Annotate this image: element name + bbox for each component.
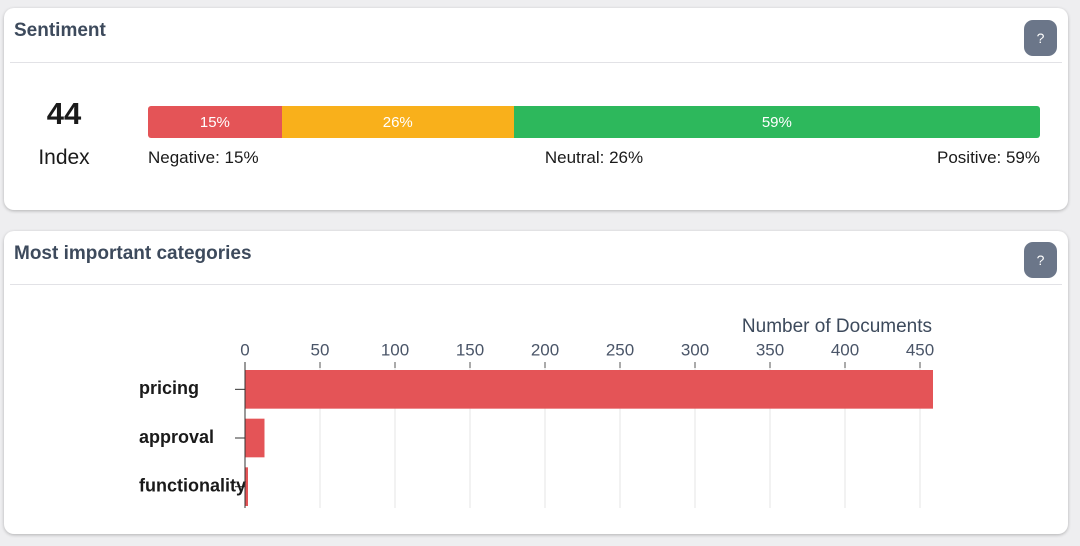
sentiment-segment: 59% (513, 106, 1040, 138)
legend-label: Positive: 59% (937, 148, 1040, 167)
sentiment-bar: 15% 26% 59% (148, 106, 1040, 138)
x-tick-label: 450 (906, 340, 934, 359)
y-tick-label: functionality (139, 475, 246, 495)
card-title: Sentiment (14, 20, 106, 41)
x-tick-label: 50 (311, 340, 330, 359)
y-tick-label: pricing (139, 378, 199, 398)
bar (245, 418, 265, 458)
x-axis-title: Number of Documents (742, 316, 932, 337)
x-tick-label: 300 (681, 340, 709, 359)
index-label: Index (38, 146, 90, 169)
index-value: 44 (46, 96, 82, 131)
x-tick-label: 400 (831, 340, 859, 359)
divider (10, 284, 1062, 285)
divider (10, 62, 1062, 63)
legend-label: Negative: 15% (148, 148, 259, 167)
bar (245, 370, 933, 409)
categories-card: Most important categories ? Number of Do… (4, 231, 1068, 534)
sentiment-segment: 15% (148, 106, 282, 138)
card-title: Most important categories (14, 243, 252, 264)
sentiment-card: Sentiment ? 44 Index 15% 26% 59% Negative:… (4, 8, 1068, 210)
y-tick-label: approval (139, 427, 214, 447)
help-button[interactable]: ? (1024, 20, 1057, 56)
sentiment-segment: 26% (281, 106, 514, 138)
bar (245, 467, 248, 506)
x-tick-label: 200 (531, 340, 559, 359)
plot-area (245, 370, 933, 506)
chart: Number of Documents 0 50 100 150 200 250 300 35… (139, 316, 934, 508)
x-tick-label: 150 (456, 340, 484, 359)
x-tick-label: 350 (756, 340, 784, 359)
x-tick-label: 250 (606, 340, 634, 359)
x-tick-label: 100 (381, 340, 409, 359)
x-tick-label: 0 (240, 340, 249, 359)
help-button[interactable]: ? (1024, 242, 1057, 278)
legend-label: Neutral: 26% (544, 148, 644, 167)
